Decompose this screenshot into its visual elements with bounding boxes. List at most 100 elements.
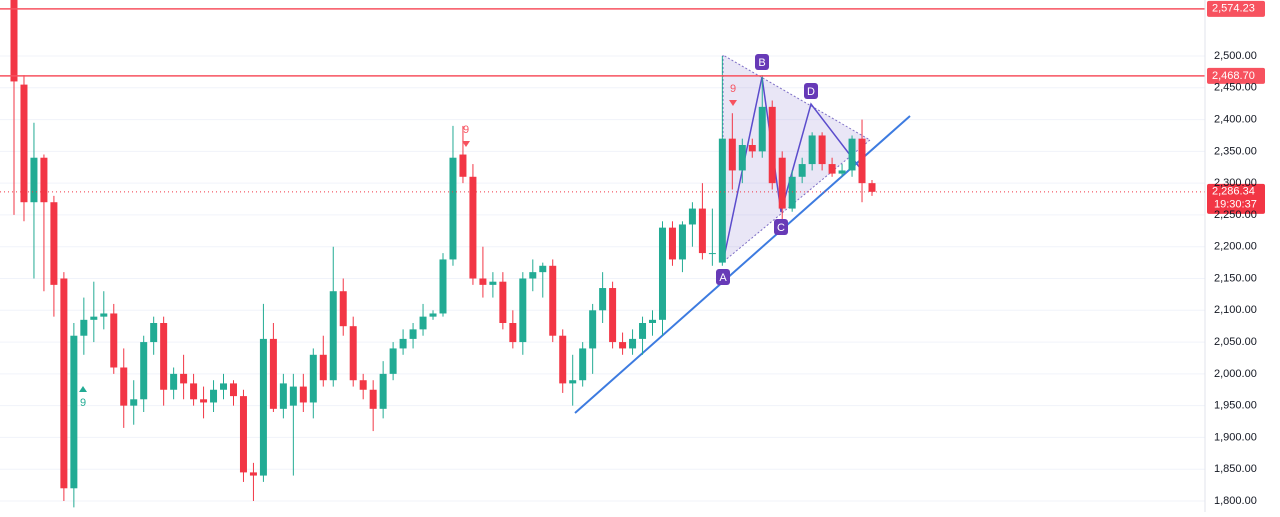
y-tick-label: 1,850.00	[1214, 463, 1257, 475]
candle-body	[120, 367, 128, 406]
grid	[0, 55, 1205, 502]
candle-body	[110, 313, 118, 368]
last-price-label: 2,286.34	[1212, 186, 1255, 198]
marker-arrow	[79, 386, 87, 392]
candle-body	[599, 288, 607, 311]
candle-body	[160, 323, 168, 390]
candle-body	[20, 84, 28, 203]
pattern-point-label: A	[719, 272, 727, 284]
pattern-point-box	[804, 83, 818, 99]
candle-body	[150, 323, 158, 343]
candle-body	[539, 265, 547, 273]
candle-body	[649, 319, 657, 324]
candle-body	[229, 383, 237, 397]
candle-body	[848, 138, 856, 171]
candle-body	[409, 329, 417, 339]
price-label-box	[1207, 0, 1265, 17]
candle-body	[738, 145, 746, 171]
candle-body	[549, 265, 557, 336]
price-label: 2,468.70	[1212, 70, 1255, 82]
abcd-pattern	[722, 76, 861, 263]
candle-body	[629, 338, 637, 349]
candle-body	[349, 326, 357, 381]
candle-body	[569, 380, 577, 384]
candle-body	[678, 224, 686, 260]
candle-body	[359, 380, 367, 390]
candle-body	[639, 323, 647, 339]
candle-body	[708, 253, 716, 255]
candle-body	[439, 259, 447, 314]
candle-body	[339, 291, 347, 327]
candle-body	[838, 170, 846, 174]
candle-body	[100, 313, 108, 317]
pattern-point-label: D	[807, 86, 815, 98]
candle-body	[808, 135, 816, 165]
candle-body	[389, 348, 397, 374]
candle-body	[579, 348, 587, 381]
candle-body	[449, 157, 457, 260]
candle-body	[688, 208, 696, 225]
candle-body	[259, 338, 267, 476]
candle-body	[180, 373, 188, 384]
candle-body	[788, 176, 796, 209]
candle-body	[748, 145, 756, 152]
marker-arrow	[729, 100, 737, 106]
candle-body	[658, 227, 666, 320]
price-label-box	[1207, 67, 1265, 84]
candle-body	[609, 288, 617, 343]
y-tick-label: 2,000.00	[1214, 368, 1257, 380]
marker-label: 9	[80, 397, 86, 409]
y-tick-label: 2,450.00	[1214, 82, 1257, 94]
candle-body	[60, 278, 68, 489]
candle-body	[459, 154, 467, 177]
candle-body	[10, 0, 18, 82]
pattern-point-label: C	[777, 222, 785, 234]
candle-body	[190, 383, 198, 400]
candle-body	[718, 138, 726, 263]
candle-body	[30, 157, 38, 203]
candle-body	[279, 383, 287, 409]
candle-body	[758, 106, 766, 152]
candle-body	[858, 138, 866, 184]
candle-body	[589, 310, 597, 349]
candle-body	[249, 472, 257, 476]
y-tick-label: 2,100.00	[1214, 304, 1257, 316]
candle-body	[329, 291, 337, 381]
candle-body	[289, 386, 297, 406]
candle-body	[818, 135, 826, 165]
candle-body	[868, 183, 876, 192]
candle-body	[429, 313, 437, 317]
candle-body	[319, 354, 327, 381]
countdown: 19:30:37	[1214, 199, 1257, 211]
candle-body	[529, 272, 537, 279]
marker-arrow	[462, 141, 470, 147]
last-price-box	[1207, 183, 1265, 214]
candle-body	[299, 386, 307, 403]
candle-body	[40, 157, 48, 203]
candle-body	[309, 354, 317, 403]
marker-label: 9	[463, 124, 469, 136]
y-tick-label: 2,200.00	[1214, 241, 1257, 253]
candle-body	[469, 176, 477, 279]
y-tick-label: 1,800.00	[1214, 495, 1257, 507]
marker-label: 9	[730, 83, 736, 95]
candle-body	[239, 396, 247, 473]
y-tick-label: 1,950.00	[1214, 400, 1257, 412]
pattern-point-box	[774, 219, 788, 235]
candle-body	[210, 389, 218, 403]
candle-body	[668, 227, 676, 260]
candle-body	[130, 399, 138, 406]
y-tick-label: 2,300.00	[1214, 177, 1257, 189]
y-tick-label: 1,900.00	[1214, 431, 1257, 443]
candle-body	[479, 278, 487, 285]
pattern-point-box	[755, 54, 769, 70]
candle-body	[519, 278, 527, 343]
candle-body	[828, 164, 836, 174]
candle-body	[619, 342, 627, 349]
candle-body	[269, 338, 277, 409]
candle-body	[499, 281, 507, 324]
y-tick-label: 2,250.00	[1214, 209, 1257, 221]
y-tick-label: 2,150.00	[1214, 272, 1257, 284]
